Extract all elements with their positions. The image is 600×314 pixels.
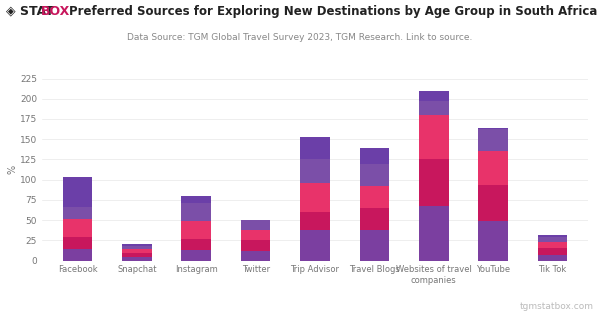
Bar bbox=[359, 208, 389, 230]
Bar bbox=[538, 235, 567, 237]
Bar bbox=[538, 255, 567, 261]
Bar bbox=[419, 160, 449, 206]
Bar bbox=[63, 207, 92, 219]
Bar bbox=[419, 101, 449, 115]
Bar bbox=[478, 129, 508, 151]
Bar bbox=[478, 151, 508, 185]
Bar bbox=[63, 219, 92, 237]
Bar bbox=[181, 203, 211, 221]
Bar bbox=[181, 239, 211, 250]
Text: tgmstatbox.com: tgmstatbox.com bbox=[520, 302, 594, 311]
Bar bbox=[300, 230, 330, 261]
Bar bbox=[241, 220, 271, 230]
Text: BOX: BOX bbox=[41, 5, 70, 18]
Bar bbox=[122, 249, 152, 252]
Text: Data Source: TGM Global Travel Survey 2023, TGM Research. Link to source.: Data Source: TGM Global Travel Survey 20… bbox=[127, 33, 473, 42]
Bar bbox=[63, 177, 92, 207]
Bar bbox=[538, 242, 567, 248]
Bar bbox=[63, 249, 92, 261]
Bar bbox=[122, 252, 152, 257]
Bar bbox=[300, 137, 330, 159]
Y-axis label: %: % bbox=[7, 165, 17, 174]
Bar bbox=[122, 244, 152, 246]
Text: ◈ STAT: ◈ STAT bbox=[6, 5, 54, 18]
Bar bbox=[181, 250, 211, 261]
Bar bbox=[419, 91, 449, 101]
Bar bbox=[419, 115, 449, 160]
Bar bbox=[122, 257, 152, 261]
Bar bbox=[478, 128, 508, 129]
Bar bbox=[300, 183, 330, 212]
Bar bbox=[241, 241, 271, 251]
Bar bbox=[181, 196, 211, 203]
Bar bbox=[300, 159, 330, 183]
Bar bbox=[63, 237, 92, 249]
Bar bbox=[300, 212, 330, 230]
Bar bbox=[359, 148, 389, 164]
Bar bbox=[359, 230, 389, 261]
Bar bbox=[419, 206, 449, 261]
Bar bbox=[181, 221, 211, 239]
Bar bbox=[122, 246, 152, 249]
Text: Preferred Sources for Exploring New Destinations by Age Group in South Africa 20: Preferred Sources for Exploring New Dest… bbox=[69, 5, 600, 18]
Bar bbox=[478, 221, 508, 261]
Bar bbox=[478, 185, 508, 221]
Bar bbox=[359, 164, 389, 186]
Bar bbox=[538, 237, 567, 242]
Bar bbox=[241, 230, 271, 241]
Bar bbox=[359, 186, 389, 208]
Bar bbox=[241, 251, 271, 261]
Bar bbox=[538, 248, 567, 255]
